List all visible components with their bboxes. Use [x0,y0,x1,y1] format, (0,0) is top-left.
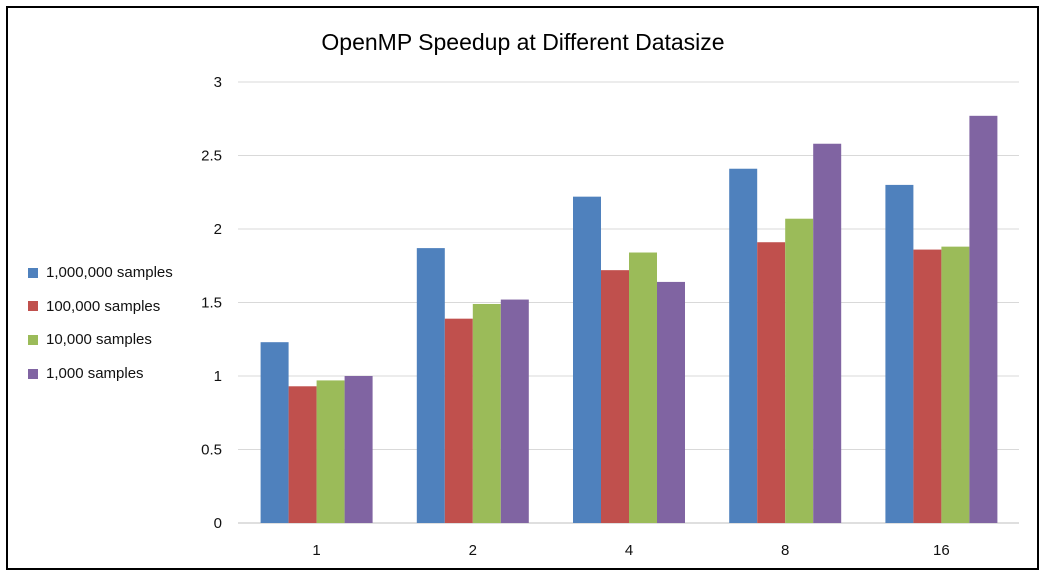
legend-label: 100,000 samples [46,297,161,315]
bar [344,376,373,523]
bar [601,270,629,523]
legend-swatch [28,334,38,345]
chart-title: OpenMP Speedup at Different Datasize [321,29,724,55]
bar [885,184,914,523]
bar [629,252,657,523]
legend-swatch [28,368,38,379]
bar [729,168,758,524]
bar [472,303,501,523]
legend: 1,000,000 samples 100,000 samples 10,000… [28,256,173,390]
y-axis-ticks: 0 0.5 1 1.5 2 2.5 3 [201,74,222,532]
legend-item: 10,000 samples [28,323,173,357]
legend-item: 100,000 samples [28,290,173,324]
legend-label: 10,000 samples [46,331,152,349]
bar [657,281,685,523]
bar [785,218,814,523]
y-tick-label: 0 [214,515,222,532]
x-tick-label: 16 [933,542,950,559]
y-tick-label: 2.5 [201,148,222,165]
bar [500,299,529,523]
bar [416,248,445,524]
x-tick-label: 2 [469,542,477,559]
legend-swatch [28,301,38,312]
bar [913,249,942,523]
y-tick-label: 1 [214,368,222,385]
bar [260,342,289,523]
y-tick-label: 3 [214,74,222,91]
bar [316,380,345,523]
legend-label: 1,000 samples [46,365,144,383]
bar [288,386,317,523]
bar [757,242,786,524]
x-axis-ticks: 1 2 4 8 16 [312,542,949,559]
legend-label: 1,000,000 samples [46,264,173,282]
x-tick-label: 8 [781,542,789,559]
bar [813,143,842,524]
legend-swatch [28,267,38,278]
legend-item: 1,000 samples [28,357,173,391]
bar [969,115,998,523]
legend-item: 1,000,000 samples [28,256,173,290]
y-tick-label: 1.5 [201,295,222,312]
bar [444,318,473,523]
bar [573,196,601,523]
y-tick-label: 0.5 [201,442,222,459]
x-tick-label: 1 [312,542,320,559]
y-tick-label: 2 [214,221,222,238]
x-tick-label: 4 [625,542,633,559]
bars [260,115,998,524]
bar [941,246,970,523]
